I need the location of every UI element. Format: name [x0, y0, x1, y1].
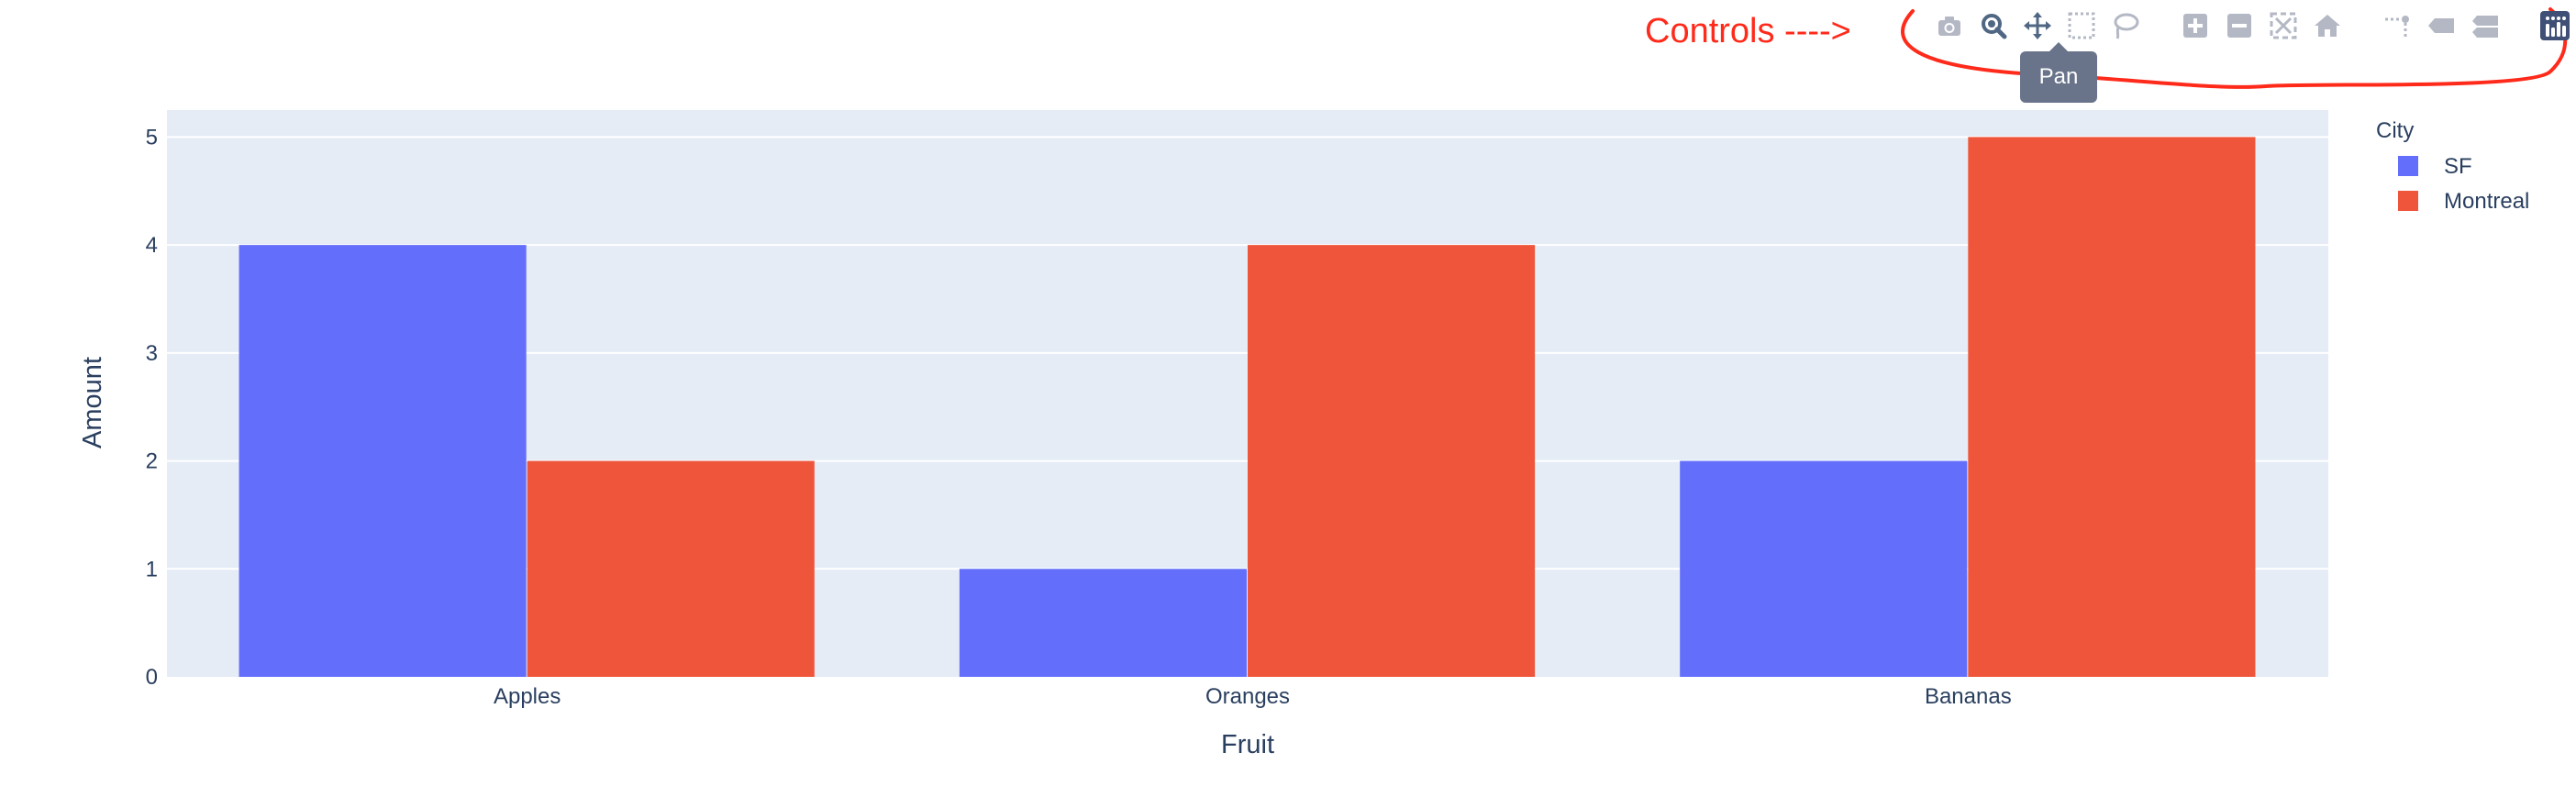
y-tick-label: 2 [146, 449, 158, 474]
legend[interactable]: City SF Montreal [2376, 118, 2529, 214]
home-button[interactable] [2312, 10, 2343, 41]
hover-closest-button[interactable] [2426, 10, 2457, 41]
pan-icon [2024, 12, 2051, 39]
y-tick-label: 1 [146, 557, 158, 581]
legend-swatch[interactable] [2398, 156, 2418, 176]
legend-item-label[interactable]: Montreal [2444, 189, 2529, 214]
y-tick-label: 0 [146, 665, 158, 690]
hover-closest-icon [2428, 18, 2454, 33]
lasso-select-icon [2114, 13, 2139, 39]
pan-tooltip: Pan [2020, 42, 2097, 103]
zoom-in-button[interactable] [2180, 10, 2211, 41]
y-tick-labels: 0 1 2 3 4 5 [146, 125, 158, 690]
x-tick-label: Apples [494, 684, 561, 709]
bars [239, 137, 2256, 677]
home-icon [2315, 15, 2340, 37]
spike-lines-icon [2385, 16, 2409, 38]
y-tick-label: 4 [146, 233, 158, 258]
zoom-icon [1982, 14, 2007, 39]
camera-icon [1938, 17, 1960, 36]
controls-annotation: Controls ----> [1645, 12, 1851, 50]
bar-montreal-oranges[interactable] [1248, 245, 1536, 677]
plotly-logo-icon [2540, 11, 2570, 40]
pan-button[interactable] [2022, 10, 2053, 41]
plotly-logo-button[interactable] [2539, 10, 2570, 41]
y-axis-title: Amount [78, 357, 107, 448]
spike-lines-button[interactable] [2382, 10, 2413, 41]
zoom-out-icon [2227, 14, 2251, 38]
legend-swatch[interactable] [2398, 191, 2418, 211]
legend-title: City [2376, 118, 2414, 143]
modebar [1934, 6, 2576, 46]
y-tick-label: 5 [146, 125, 158, 149]
bar-sf-bananas[interactable] [1680, 460, 1968, 677]
x-tick-labels: Apples Oranges Bananas [494, 684, 2012, 709]
x-tick-label: Oranges [1205, 684, 1290, 709]
x-axis-title: Fruit [1221, 730, 1274, 759]
hover-compare-icon [2472, 16, 2498, 38]
annotation-circle [1901, 7, 2568, 89]
bar-montreal-bananas[interactable] [1968, 137, 2256, 677]
lasso-select-button[interactable] [2110, 10, 2141, 41]
autoscale-button[interactable] [2268, 10, 2299, 41]
bar-sf-apples[interactable] [239, 245, 527, 677]
zoom-out-button[interactable] [2224, 10, 2255, 41]
y-tick-label: 3 [146, 341, 158, 366]
zoom-button[interactable] [1978, 10, 2009, 41]
autoscale-icon [2270, 12, 2297, 39]
zoom-in-icon [2183, 14, 2207, 38]
legend-item-label[interactable]: SF [2444, 154, 2472, 179]
box-select-icon [2068, 12, 2095, 39]
x-tick-label: Bananas [1925, 684, 2012, 709]
bar-montreal-apples[interactable] [527, 460, 815, 677]
camera-button[interactable] [1934, 10, 1965, 41]
hover-compare-button[interactable] [2470, 10, 2501, 41]
box-select-button[interactable] [2066, 10, 2097, 41]
bar-sf-oranges[interactable] [959, 569, 1247, 677]
